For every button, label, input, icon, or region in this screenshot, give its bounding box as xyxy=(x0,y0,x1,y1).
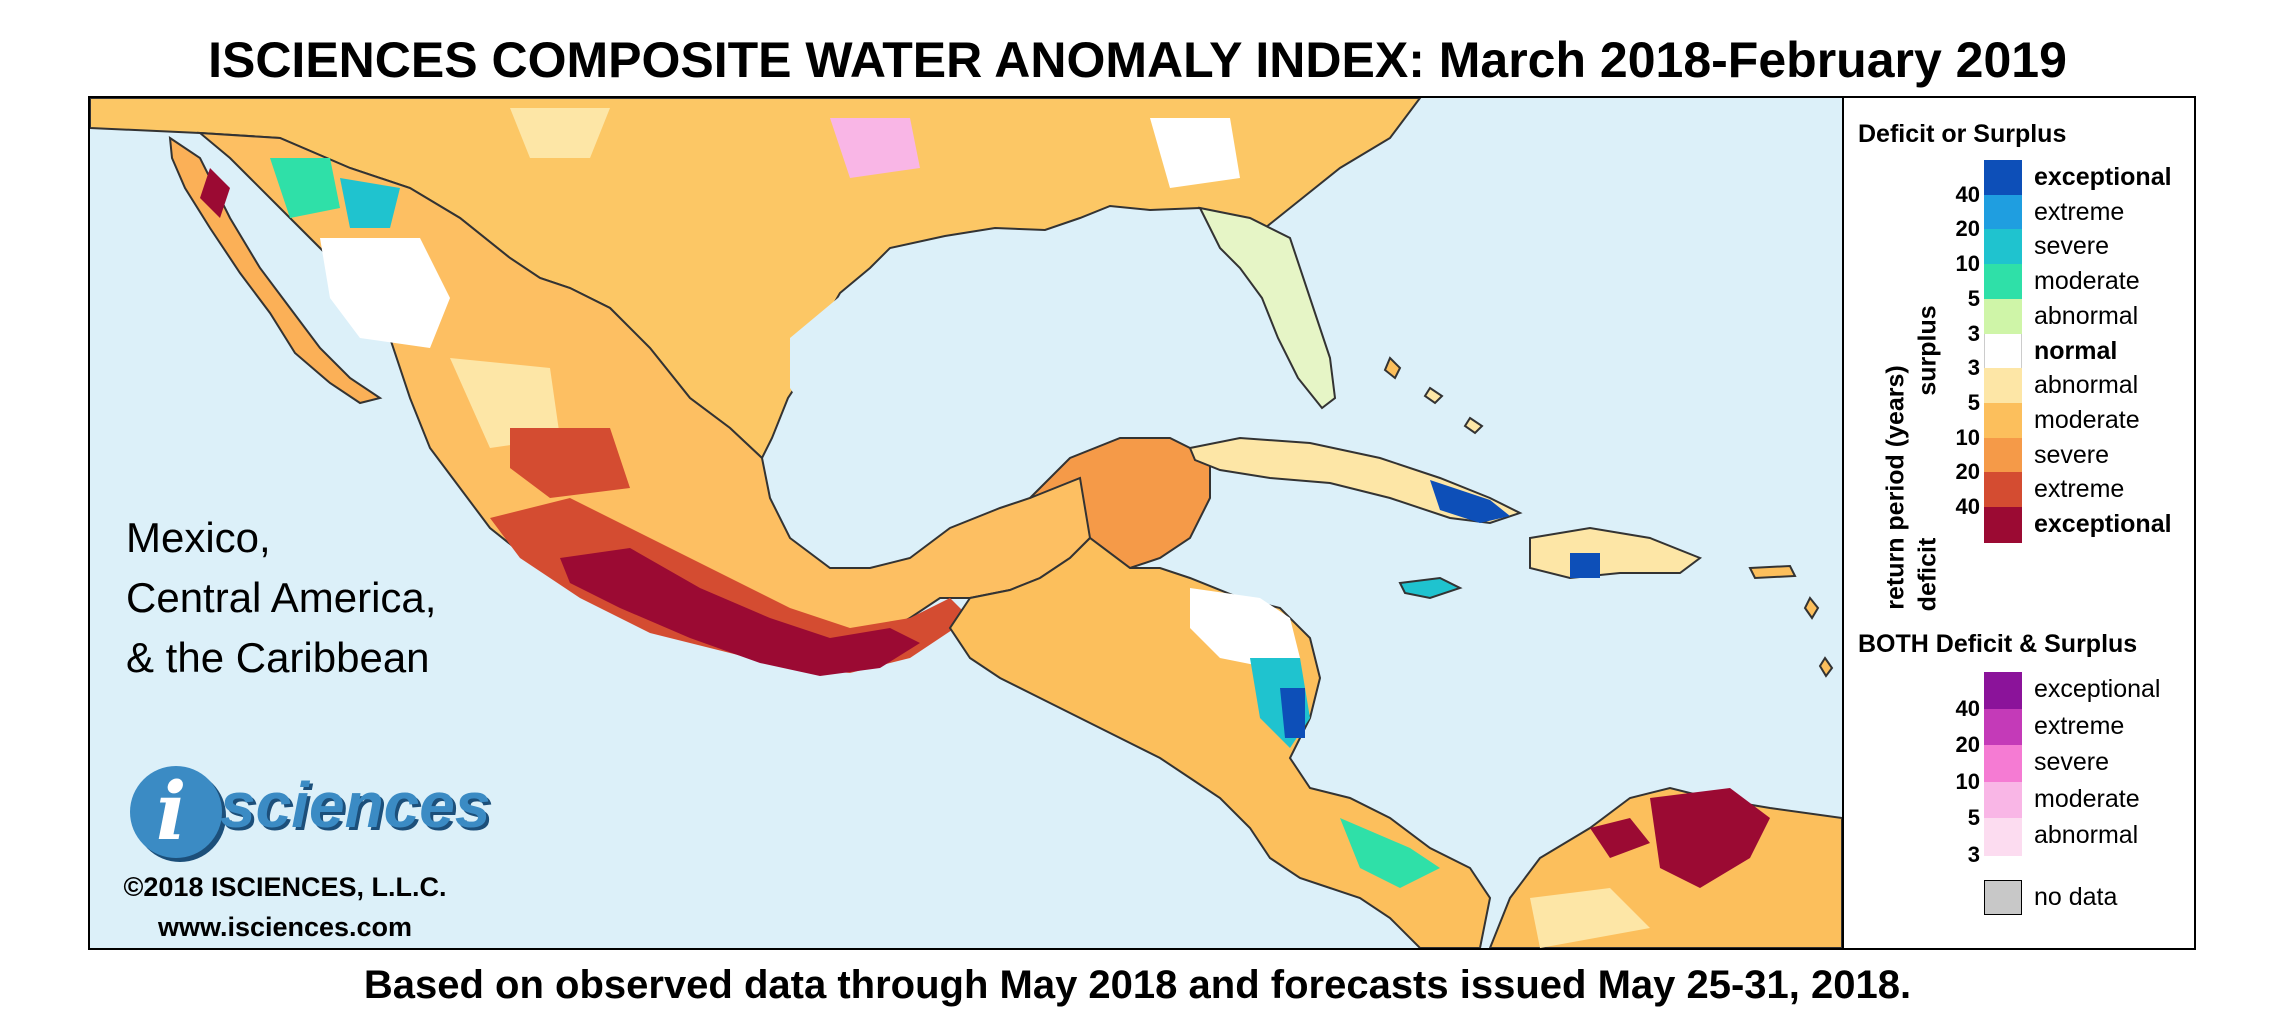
legend-surplus-period: 3 xyxy=(1967,320,1980,346)
map-footer: Based on observed data through May 2018 … xyxy=(363,963,1912,1007)
florida xyxy=(1198,206,1337,410)
nicaragua-exceptional-surplus xyxy=(1280,688,1305,738)
southern-mexico-extreme xyxy=(490,498,970,673)
logo-circle-icon xyxy=(130,766,222,858)
lesser-antilles-island xyxy=(1803,596,1820,620)
legend-label-moderate: moderate xyxy=(2034,267,2140,296)
legend-label-exceptional: exceptional xyxy=(2034,163,2172,191)
legend-swatch-deficit-moderate xyxy=(1984,402,2022,439)
legend-swatch-normal xyxy=(1984,333,2022,370)
haiti-surplus xyxy=(1570,553,1600,578)
legend-label-severe: severe xyxy=(2034,232,2110,261)
legend-label-severe: severe xyxy=(2034,440,2110,469)
logo-i: i xyxy=(156,764,187,858)
jamaica xyxy=(1398,576,1463,600)
legend-swatch-surplus-severe xyxy=(1984,229,2022,266)
legend-swatch-deficit-extreme xyxy=(1984,472,2022,508)
mexico-normal-patch xyxy=(320,238,450,348)
legend-deficit-period: 20 xyxy=(1955,459,1980,485)
legend-both-label-moderate: moderate xyxy=(2034,784,2140,813)
legend-both-period: 10 xyxy=(1955,768,1980,794)
baja-exceptional xyxy=(200,168,230,218)
legend-both-swatch-exceptional xyxy=(1984,672,2022,710)
legend-both-period: 5 xyxy=(1967,805,1980,830)
honduras-normal xyxy=(1190,588,1300,668)
map-frame: Mexico, Central America, & the Caribbean… xyxy=(88,96,2196,950)
usa-abnormal-patch xyxy=(510,108,610,158)
legend-swatch-surplus-exceptional xyxy=(1984,160,2022,196)
legend-both-swatch-moderate xyxy=(1984,781,2022,819)
bahamas-island xyxy=(1463,416,1484,435)
legend-surplus-period: 5 xyxy=(1967,285,1980,311)
sonora-surplus-patch xyxy=(270,158,340,218)
sonora-surplus-patch-2 xyxy=(340,178,400,228)
legend-label-exceptional: exceptional xyxy=(2034,510,2172,538)
lesser-antilles-island xyxy=(1818,656,1834,678)
legend-deficit-period: 3 xyxy=(1967,355,1980,381)
legend-both-swatch-extreme xyxy=(1984,708,2022,746)
legend-swatch-surplus-moderate xyxy=(1984,264,2022,300)
legend-surplus-period: 20 xyxy=(1955,216,1980,242)
legend-swatch-deficit-severe xyxy=(1984,437,2022,474)
legend-deficit-period: 10 xyxy=(1955,424,1980,450)
venezuela-exceptional xyxy=(1650,788,1770,888)
legend-both-label-exceptional: exceptional xyxy=(2034,675,2161,703)
central-mexico-extreme xyxy=(510,428,630,498)
legend-swatch-surplus-extreme xyxy=(1984,194,2022,231)
legend-deficit-label: deficit xyxy=(1913,537,1942,612)
legend-no-data-swatch xyxy=(1984,880,2022,915)
legend-both-swatch-severe xyxy=(1984,745,2022,783)
usa-normal-patch xyxy=(1150,118,1240,188)
legend-no-data-label: no data xyxy=(2034,883,2118,911)
region-label-line-3: & the Caribbean xyxy=(126,634,430,681)
legend-deficit-period: 5 xyxy=(1967,389,1980,415)
legend: Deficit or Surplus return period (years)… xyxy=(1844,98,2194,948)
legend-both-swatch-abnormal xyxy=(1984,818,2022,856)
southern-mexico-exceptional xyxy=(560,548,920,676)
legend-surplus-period: 40 xyxy=(1955,181,1980,207)
legend-both-label-abnormal: abnormal xyxy=(2034,821,2139,849)
legend-label-extreme: extreme xyxy=(2034,475,2125,504)
eastern-cuba-surplus xyxy=(1430,480,1510,523)
panama-surplus xyxy=(1340,818,1440,888)
mexico-abnormal-patch xyxy=(450,358,560,448)
legend-label-abnormal: abnormal xyxy=(2034,301,2139,330)
legend-surplus-label: surplus xyxy=(1913,305,1942,396)
legend-label-abnormal: abnormal xyxy=(2034,371,2139,400)
legend-label-moderate: moderate xyxy=(2034,405,2140,434)
colombia-exceptional xyxy=(1590,818,1650,858)
legend-swatch-deficit-exceptional xyxy=(1984,507,2022,543)
website-link[interactable]: www.isciences.com xyxy=(157,912,413,942)
bahamas-island xyxy=(1423,386,1444,405)
legend-both-label-extreme: extreme xyxy=(2034,711,2125,740)
isciences-logo[interactable]: i sciences ©2018 ISCIENCES, L.L.C. www.i… xyxy=(110,756,491,946)
legend-both-title: BOTH Deficit & Surplus xyxy=(1858,630,2138,658)
map-title: ISCIENCES COMPOSITE WATER ANOMALY INDEX:… xyxy=(208,32,2067,88)
legend-axis-label: return period (years) xyxy=(1881,365,1910,610)
legend-surplus-period: 10 xyxy=(1955,251,1980,277)
region-label-line-1: Mexico, xyxy=(126,514,271,561)
copyright-text: ©2018 ISCIENCES, L.L.C. xyxy=(123,872,447,902)
region-label: Mexico, Central America, & the Caribbean xyxy=(126,508,436,688)
legend-deficit-surplus-title: Deficit or Surplus xyxy=(1858,120,2067,148)
legend-both-label-severe: severe xyxy=(2034,748,2110,776)
puerto-rico xyxy=(1748,564,1797,580)
legend-swatch-deficit-abnormal xyxy=(1984,368,2022,404)
legend-label-extreme: extreme xyxy=(2034,197,2125,226)
legend-both-period: 20 xyxy=(1955,732,1980,757)
map-canvas xyxy=(90,98,1842,948)
legend-both-period: 40 xyxy=(1955,695,1980,721)
logo-wordmark: sciences xyxy=(220,769,491,841)
region-label-line-2: Central America, xyxy=(126,574,437,621)
legend-both-period: 3 xyxy=(1967,841,1980,867)
legend-deficit-period: 40 xyxy=(1955,494,1980,519)
bahamas-island xyxy=(1383,356,1402,380)
gulf-of-mexico xyxy=(790,223,1275,458)
legend-swatch-surplus-abnormal xyxy=(1984,298,2022,335)
legend-label-normal: normal xyxy=(2034,336,2118,365)
yucatan xyxy=(1029,437,1211,570)
map-panel[interactable]: Mexico, Central America, & the Caribbean… xyxy=(90,98,1844,948)
colombia-abnormal xyxy=(1530,888,1650,948)
usa-both-moderate-patch xyxy=(830,118,920,178)
